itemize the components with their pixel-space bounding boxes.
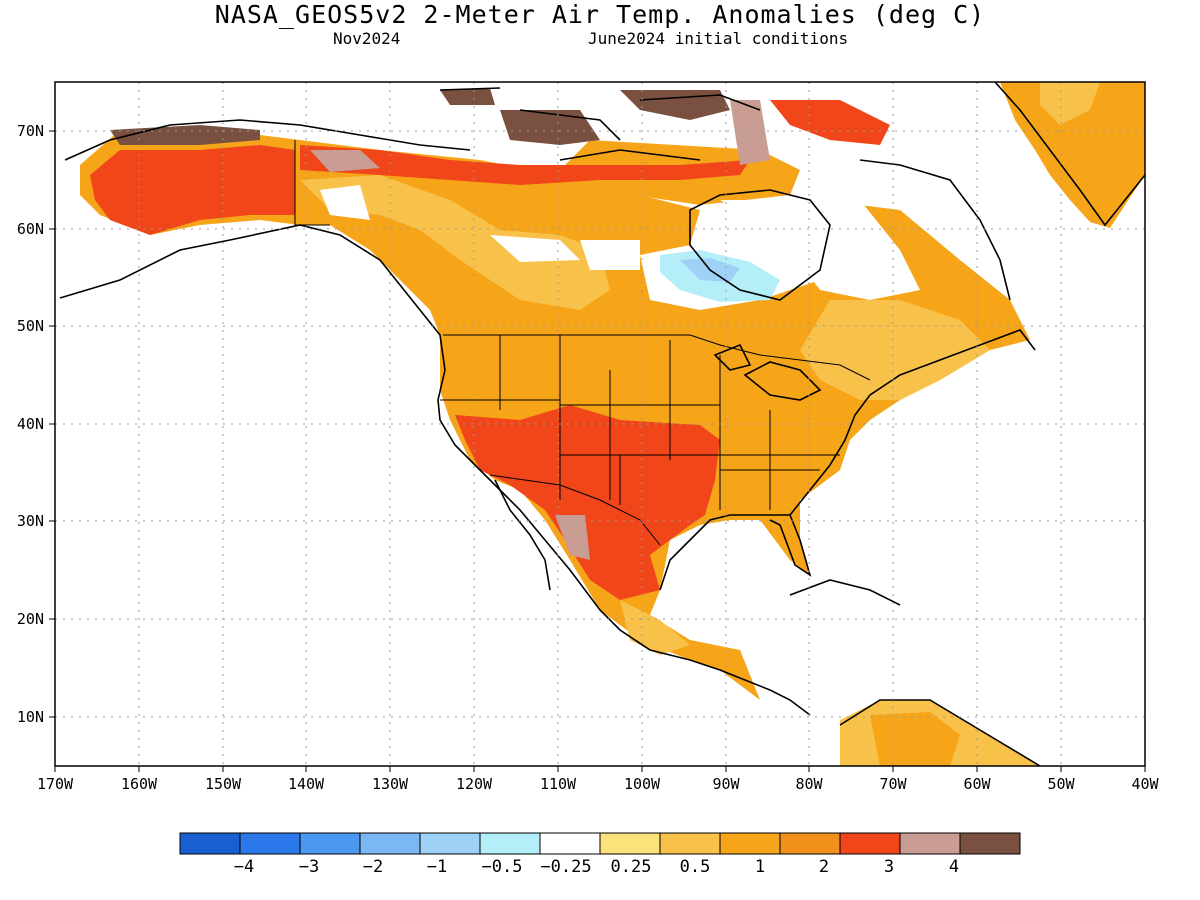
baja (494, 479, 551, 591)
colorbar-swatch (839, 832, 901, 855)
greenland-coast (994, 82, 1145, 227)
colorbar-label: 2 (818, 857, 830, 877)
colorbar-swatch (659, 832, 721, 855)
arctic-islands-hot (770, 100, 890, 145)
us-mexico-border (489, 474, 661, 546)
lon-label-150w: 150W (204, 775, 242, 793)
colorbar-swatch (419, 832, 481, 855)
atlantic-coast (789, 329, 1036, 516)
pacific-coast (59, 224, 811, 716)
colorbar-swatch (359, 832, 421, 855)
lon-label-40w: 40W (1131, 775, 1159, 793)
lon-label-80w: 80W (795, 775, 823, 793)
canada-light (300, 175, 610, 310)
colorbar-label: −4 (233, 857, 255, 877)
colorbar-label: −3 (298, 857, 320, 877)
arctic-islands (439, 87, 761, 161)
south-america-core (870, 712, 960, 766)
colorbar-swatch (599, 832, 661, 855)
lon-label-110w: 110W (539, 775, 577, 793)
lat-label-10n: 10N (16, 708, 44, 726)
initial-conditions: June2024 initial conditions (588, 29, 849, 48)
lon-label-130w: 130W (371, 775, 409, 793)
lat-grid (55, 130, 1145, 718)
lon-label-70w: 70W (879, 775, 907, 793)
colorbar-swatch (179, 832, 241, 855)
gulf-coast (659, 514, 812, 591)
x-ticks (54, 766, 1146, 772)
colorbar-swatch (719, 832, 781, 855)
us-canada-border (443, 334, 871, 381)
coast-3-4 (310, 100, 770, 172)
colorbar-swatch (239, 832, 301, 855)
cuba (789, 579, 901, 606)
lon-label-140w: 140W (287, 775, 325, 793)
lat-label-50n: 50N (16, 317, 44, 335)
colorbar-swatch (299, 832, 361, 855)
alaska-hot (90, 145, 295, 235)
colorbar-label: −2 (362, 857, 384, 877)
lat-label-70n: 70N (16, 122, 44, 140)
y-ticks (49, 130, 55, 718)
boundaries (294, 140, 871, 546)
south-america-coast (839, 699, 1041, 766)
forecast-month: Nov2024 (333, 29, 401, 48)
colorbar-label: 0.25 (610, 857, 652, 877)
colorbar-label: −0.25 (540, 857, 592, 877)
lat-label-30n: 30N (16, 512, 44, 530)
colorbar-label: 0.5 (679, 857, 711, 877)
alaska-north-coast (64, 119, 471, 161)
map-frame (54, 81, 1146, 767)
lon-label-160w: 160W (120, 775, 158, 793)
lon-label-50w: 50W (1047, 775, 1075, 793)
lat-label-40n: 40N (16, 415, 44, 433)
hudson-bay (689, 189, 831, 301)
colorbar-swatch (779, 832, 841, 855)
usa-hot (455, 405, 720, 600)
colorbar-swatch (899, 832, 961, 855)
greenland-warm (1000, 82, 1145, 228)
colorbar-swatch (959, 832, 1021, 855)
colorbar-swatch (539, 832, 601, 855)
greenland-light (1040, 82, 1100, 125)
colorbar-swatch (479, 832, 541, 855)
colorbar-label: −0.5 (481, 857, 523, 877)
quebec-light (800, 300, 990, 400)
lon-label-120w: 120W (455, 775, 493, 793)
mexico-3-4 (555, 515, 590, 560)
lon-label-170w: 170W (36, 775, 74, 793)
lon-label-60w: 60W (963, 775, 991, 793)
mexico-light (620, 600, 690, 655)
lon-label-90w: 90W (712, 775, 740, 793)
alaska-canada-border (294, 140, 330, 226)
lat-label-20n: 20N (16, 610, 44, 628)
colorbar-label: 4 (948, 857, 960, 877)
ticks (49, 130, 1146, 772)
lon-label-100w: 100W (623, 775, 661, 793)
labrador-coast (859, 159, 1011, 301)
state-lines (440, 335, 840, 510)
lat-label-60n: 60N (16, 220, 44, 238)
colorbar-label: 3 (883, 857, 895, 877)
neutral-patches (320, 185, 920, 300)
graticule (55, 82, 1145, 766)
coastlines (59, 82, 1145, 766)
map-title: NASA_GEOS5v2 2-Meter Air Temp. Anomalies… (214, 0, 986, 29)
colorbar-label: −1 (426, 857, 448, 877)
north-coast-hot (300, 145, 750, 185)
colorbar (179, 832, 1021, 855)
colorbar-label: 1 (754, 857, 766, 877)
